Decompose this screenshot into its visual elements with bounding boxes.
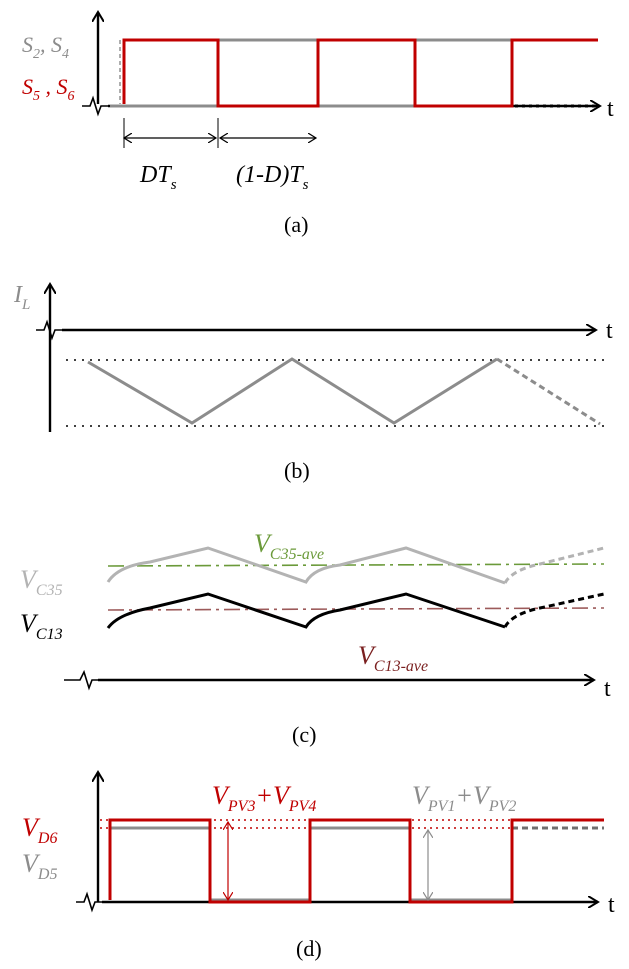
vpv12-label: VPV1+VPV2 bbox=[412, 781, 516, 815]
panel-d: VD6 VD5 VPV3+VPV4 VPV1+VPV2 t (d) bbox=[22, 772, 615, 961]
panel-c: VC35 VC13 VC35-ave VC13-ave t (c) bbox=[20, 529, 611, 747]
panel-b: IL t (b) bbox=[13, 282, 613, 483]
il-waveform-dashed bbox=[496, 357, 601, 426]
s5-s6-label: S5 , S6 bbox=[22, 74, 75, 104]
vd6-waveform bbox=[108, 818, 604, 904]
vpv34-label: VPV3+VPV4 bbox=[212, 781, 316, 815]
vc13-waveform bbox=[106, 592, 506, 629]
vc35-ave-line bbox=[107, 563, 605, 567]
vd6-label: VD6 bbox=[22, 813, 57, 847]
dt-label: DTs bbox=[139, 162, 177, 193]
s2-s4-waveform bbox=[110, 38, 514, 108]
vc35-waveform-dashed bbox=[503, 546, 605, 584]
panel-d-t-label: t bbox=[608, 892, 615, 918]
caption-b: (b) bbox=[284, 458, 310, 483]
one-minus-d-label: (1-D)Ts bbox=[236, 162, 309, 193]
vd5-label: VD5 bbox=[22, 849, 57, 883]
vc13-ave-line bbox=[107, 607, 605, 611]
panel-b-axis-break bbox=[36, 319, 62, 341]
panel-a-axis-break bbox=[82, 95, 108, 117]
il-waveform bbox=[87, 357, 498, 425]
caption-d: (d) bbox=[296, 936, 322, 961]
vc13-ave-label: VC13-ave bbox=[358, 641, 428, 675]
vc35-ave-label: VC35-ave bbox=[254, 529, 324, 563]
panel-a-t-label: t bbox=[607, 96, 614, 122]
s5-s6-waveform bbox=[122, 38, 598, 108]
vc13-waveform-dashed bbox=[503, 592, 605, 628]
caption-a: (a) bbox=[284, 212, 308, 237]
caption-c: (c) bbox=[292, 722, 316, 747]
panel-a: S2, S4 S5 , S6 DTs (1-D)Ts t (a) bbox=[22, 12, 614, 237]
panel-c-axis-break bbox=[64, 669, 98, 691]
vc35-label: VC35 bbox=[20, 565, 63, 599]
il-label: IL bbox=[13, 282, 30, 313]
s2-s4-label: S2, S4 bbox=[22, 32, 69, 62]
panel-c-t-label: t bbox=[604, 676, 611, 702]
vc13-label: VC13 bbox=[20, 609, 63, 643]
panel-b-t-label: t bbox=[606, 318, 613, 344]
panel-d-axis-break bbox=[76, 891, 102, 913]
vc35-waveform bbox=[106, 546, 506, 585]
